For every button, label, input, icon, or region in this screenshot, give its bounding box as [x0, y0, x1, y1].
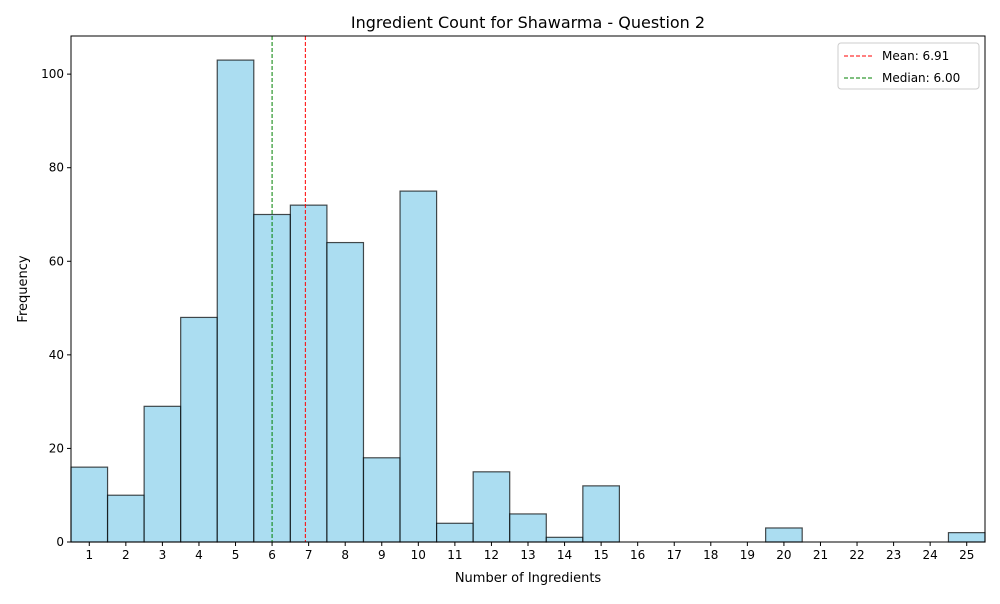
x-tick-label: 16 — [630, 548, 645, 562]
bar-25 — [947, 532, 986, 543]
x-tick-label: 11 — [447, 548, 462, 562]
x-tick-label: 19 — [740, 548, 755, 562]
x-tick-label: 22 — [849, 548, 864, 562]
x-tick-label: 12 — [484, 548, 499, 562]
x-tick-label: 21 — [813, 548, 828, 562]
bar-20 — [765, 527, 803, 543]
y-tick-label: 40 — [49, 348, 64, 362]
bar-7 — [289, 204, 328, 543]
bar-11 — [436, 522, 474, 543]
x-tick-label: 13 — [520, 548, 535, 562]
y-tick-label: 80 — [49, 161, 64, 175]
x-tick-label: 4 — [195, 548, 203, 562]
y-tick-label: 60 — [49, 254, 64, 268]
legend-box — [837, 42, 980, 90]
y-tick-label: 100 — [41, 67, 64, 81]
x-tick-label: 3 — [159, 548, 167, 562]
y-tick-label: 20 — [49, 441, 64, 455]
x-tick-label: 6 — [268, 548, 276, 562]
x-axis: 1 2 3 4 5 6 7 8 9 10 11 12 13 14 15 16 17 18 19 20 21 22 23 24 2… — [85, 542, 974, 562]
bars-layer — [70, 59, 986, 543]
bar-9 — [362, 457, 401, 543]
legend-label-0: Mean: 6.91 — [882, 49, 949, 63]
bar-12 — [472, 471, 511, 543]
bar-2 — [106, 494, 145, 543]
x-tick-label: 1 — [85, 548, 93, 562]
y-tick-label: 0 — [56, 535, 64, 549]
x-tick-label: 5 — [232, 548, 240, 562]
x-tick-label: 17 — [667, 548, 682, 562]
y-axis: 0 20 40 60 80 100 — [41, 67, 71, 549]
legend-label-1: Median: 6.00 — [882, 71, 960, 85]
bar-3 — [143, 405, 182, 543]
bar-8 — [326, 241, 365, 543]
bar-4 — [180, 316, 218, 543]
bar-15 — [582, 485, 621, 543]
bar-1 — [70, 466, 109, 543]
bar-14 — [545, 536, 584, 543]
bar-5 — [216, 59, 255, 543]
legend: Mean: 6.91 Median: 6.00 — [837, 42, 980, 90]
x-axis-label: Number of Ingredients — [455, 571, 602, 586]
x-tick-label: 8 — [341, 548, 349, 562]
x-tick-label: 25 — [959, 548, 974, 562]
x-tick-label: 10 — [411, 548, 426, 562]
x-tick-label: 7 — [305, 548, 313, 562]
x-tick-label: 18 — [703, 548, 718, 562]
reference-lines-layer — [271, 36, 306, 542]
y-axis-label: Frequency — [16, 255, 31, 322]
x-tick-label: 24 — [923, 548, 938, 562]
x-tick-label: 15 — [593, 548, 608, 562]
bar-13 — [509, 513, 547, 543]
x-tick-label: 23 — [886, 548, 901, 562]
x-tick-label: 9 — [378, 548, 386, 562]
x-tick-label: 14 — [557, 548, 572, 562]
x-tick-label: 20 — [776, 548, 791, 562]
bar-10 — [399, 190, 438, 543]
chart-title: Ingredient Count for Shawarma - Question… — [351, 13, 705, 32]
x-tick-label: 2 — [122, 548, 130, 562]
